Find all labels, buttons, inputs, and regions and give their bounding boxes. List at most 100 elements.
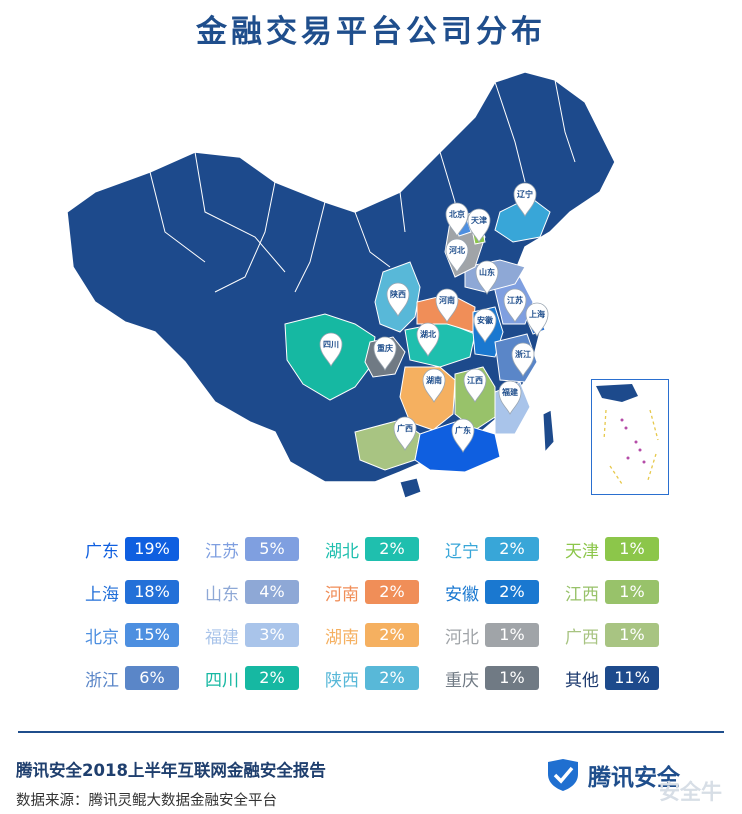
legend-percent-badge: 1% xyxy=(485,623,539,647)
pin-label: 上海 xyxy=(529,309,545,319)
legend-region-name: 四川 xyxy=(205,670,239,691)
map-pin: 陕西 xyxy=(386,282,410,317)
pin-marker-icon xyxy=(451,418,475,453)
legend-region-name: 江苏 xyxy=(205,541,239,562)
brand-name: 腾讯安全 xyxy=(588,765,680,791)
legend-item: 广东 19% xyxy=(65,536,179,562)
legend-region-name: 天津 xyxy=(565,541,599,562)
pin-marker-icon xyxy=(513,182,537,217)
pin-label: 重庆 xyxy=(377,343,393,353)
legend-region-name: 广西 xyxy=(565,627,599,648)
pin-label: 陕西 xyxy=(390,289,406,299)
map-pin: 浙江 xyxy=(511,342,535,377)
pin-label: 福建 xyxy=(501,387,519,397)
map-pin: 江苏 xyxy=(503,288,527,323)
legend-percent-badge: 2% xyxy=(365,537,419,561)
map-pin: 辽宁 xyxy=(513,182,537,217)
region-taiwan xyxy=(542,409,555,454)
pin-marker-icon xyxy=(386,282,410,317)
pin-marker-icon xyxy=(445,202,469,237)
legend-item: 天津 1% xyxy=(545,536,659,562)
legend-percent-badge: 6% xyxy=(125,666,179,690)
data-source: 数据来源：腾讯灵鲲大数据金融安全平台 xyxy=(16,793,277,809)
pin-label: 江苏 xyxy=(507,295,523,305)
pin-marker-icon xyxy=(511,342,535,377)
legend-item: 重庆 1% xyxy=(425,665,539,691)
legend-item: 上海 18% xyxy=(65,579,179,605)
legend-region-name: 福建 xyxy=(205,627,239,648)
legend-percent-badge: 2% xyxy=(365,623,419,647)
pin-label: 山东 xyxy=(479,267,495,277)
legend-item: 河北 1% xyxy=(425,622,539,648)
legend-region-name: 湖北 xyxy=(325,541,359,562)
pin-label: 天津 xyxy=(471,215,487,225)
legend-percent-badge: 4% xyxy=(245,580,299,604)
pin-marker-icon xyxy=(463,368,487,403)
pin-label: 江西 xyxy=(467,375,483,385)
legend-item: 福建 3% xyxy=(185,622,299,648)
legend-region-name: 其他 xyxy=(565,670,599,691)
legend-region-name: 北京 xyxy=(85,627,119,648)
pin-label: 湖南 xyxy=(426,375,442,385)
china-map: 北京 天津 辽宁 河北 山东 江苏 上海 陕西 河南 安徽 四川 重庆 湖北 浙江 湖南 江西 福建 广西 广东 xyxy=(55,62,685,532)
legend-percent-badge: 2% xyxy=(365,580,419,604)
legend-item: 湖北 2% xyxy=(305,536,419,562)
pin-marker-icon xyxy=(435,288,459,323)
map-pin: 河南 xyxy=(435,288,459,323)
legend-percent-badge: 1% xyxy=(605,537,659,561)
legend-region-name: 河南 xyxy=(325,584,359,605)
pin-label: 浙江 xyxy=(515,349,531,359)
map-pin: 天津 xyxy=(467,208,491,243)
map-pin: 四川 xyxy=(319,332,343,367)
pin-label: 广西 xyxy=(397,423,413,433)
watermark: 安全牛 xyxy=(659,780,722,804)
legend-item: 河南 2% xyxy=(305,579,419,605)
legend-percent-badge: 18% xyxy=(125,580,179,604)
map-pin: 安徽 xyxy=(473,308,497,343)
map-pin: 福建 xyxy=(498,380,522,415)
legend-percent-badge: 15% xyxy=(125,623,179,647)
pin-marker-icon xyxy=(416,322,440,357)
map-pin: 江西 xyxy=(463,368,487,403)
pin-label: 安徽 xyxy=(477,315,494,325)
legend-region-name: 安徽 xyxy=(445,584,479,605)
legend-region-name: 广东 xyxy=(85,541,119,562)
pin-marker-icon xyxy=(498,380,522,415)
legend-item: 江西 1% xyxy=(545,579,659,605)
legend-region-name: 江西 xyxy=(565,584,599,605)
legend-percent-badge: 2% xyxy=(245,666,299,690)
legend-percent-badge: 2% xyxy=(485,580,539,604)
legend-region-name: 浙江 xyxy=(85,670,119,691)
legend-item: 江苏 5% xyxy=(185,536,299,562)
legend-percent-badge: 5% xyxy=(245,537,299,561)
pin-marker-icon xyxy=(467,208,491,243)
south-china-sea-inset xyxy=(591,379,669,495)
legend-item: 其他 11% xyxy=(545,665,659,691)
legend-region-name: 山东 xyxy=(205,584,239,605)
legend-percent-badge: 3% xyxy=(245,623,299,647)
legend-region-name: 上海 xyxy=(85,584,119,605)
brand-logo: 腾讯安全 xyxy=(544,758,680,792)
map-pin: 山东 xyxy=(475,260,499,295)
pin-label: 辽宁 xyxy=(517,189,533,199)
pin-label: 湖北 xyxy=(420,329,436,339)
legend-item: 浙江 6% xyxy=(65,665,179,691)
chart-title: 金融交易平台公司分布 xyxy=(196,14,546,50)
legend-percent-badge: 1% xyxy=(485,666,539,690)
mainland-base xyxy=(66,71,616,483)
legend-percent-badge: 1% xyxy=(605,580,659,604)
boundary-lines xyxy=(149,79,576,293)
report-title: 腾讯安全2018上半年互联网金融安全报告 xyxy=(16,761,326,780)
map-pin: 广西 xyxy=(393,416,417,451)
shield-icon xyxy=(548,759,578,791)
pin-label: 河南 xyxy=(439,295,455,305)
legend-region-name: 辽宁 xyxy=(445,541,479,562)
legend-item: 四川 2% xyxy=(185,665,299,691)
legend-item: 安徽 2% xyxy=(425,579,539,605)
pin-marker-icon xyxy=(393,416,417,451)
map-pin: 重庆 xyxy=(373,336,397,371)
pin-marker-icon xyxy=(319,332,343,367)
legend-percent-badge: 2% xyxy=(485,537,539,561)
pin-marker-icon xyxy=(503,288,527,323)
